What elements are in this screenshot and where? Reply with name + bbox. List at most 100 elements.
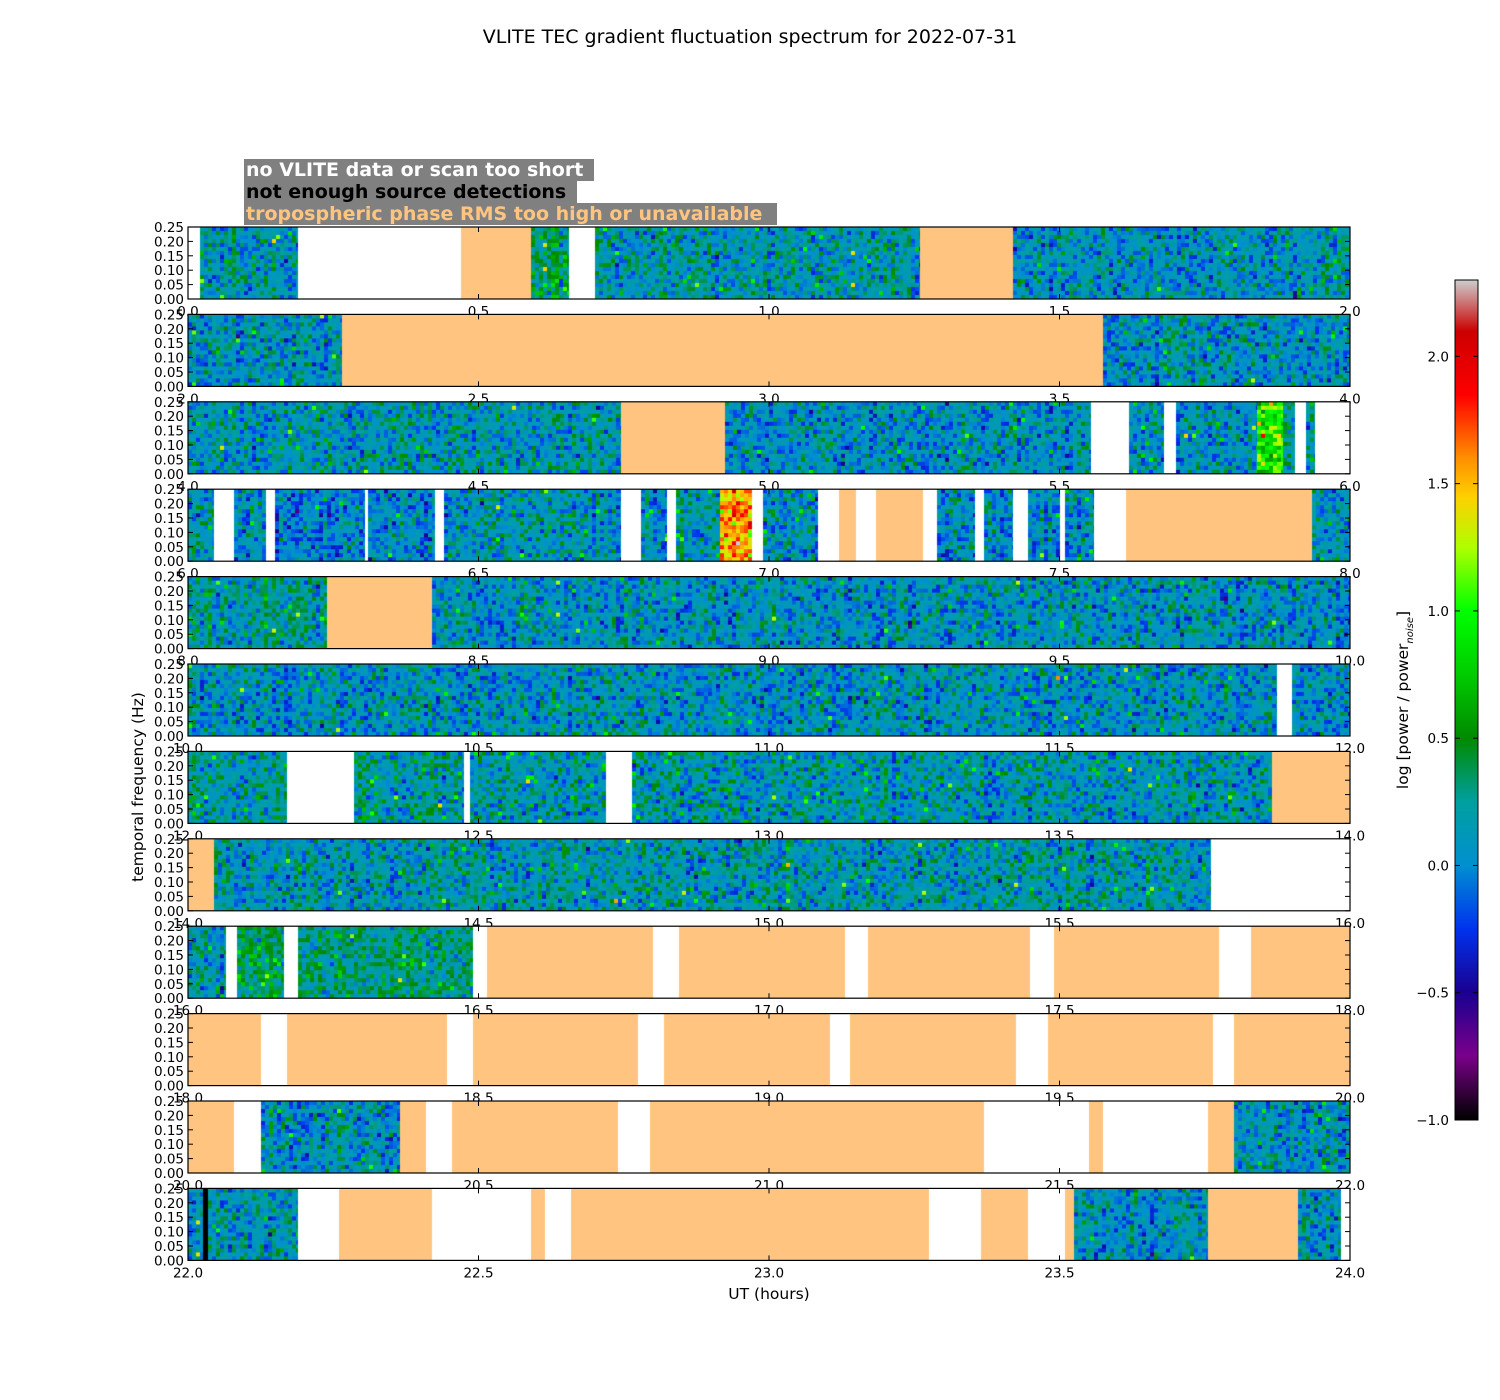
legend-entry-no-data: no VLITE data or scan too short (246, 159, 583, 181)
x-axis-label: UT (hours) (728, 1285, 809, 1303)
legend-entry-few-detections: not enough source detections (246, 181, 566, 203)
spectrum-heatmap (188, 227, 1350, 299)
colorbar-tick-label: 1.5 (1428, 477, 1449, 493)
y-tick-label: 0.05 (154, 889, 184, 905)
panel-2: 0.000.050.100.150.200.254.0 4.5 5.0 5.5 6.0 (154, 395, 1361, 495)
y-tick-label: 0.15 (154, 1210, 184, 1226)
y-tick-label: 0.00 (154, 904, 184, 920)
y-tick-label: 0.05 (154, 977, 184, 993)
panel-0: 0.000.050.100.150.200.250.0 0.5 1.0 1.5 2.0 (154, 220, 1361, 320)
x-tick-label: 22.5 (463, 1265, 493, 1281)
y-tick-label: 0.05 (154, 715, 184, 731)
y-tick-label: 0.05 (154, 802, 184, 818)
y-tick-label: 0.25 (154, 220, 184, 236)
y-tick-label: 0.25 (154, 1007, 184, 1023)
y-tick-label: 0.20 (154, 934, 184, 950)
y-tick-label: 0.20 (154, 759, 184, 775)
y-tick-label: 0.20 (154, 234, 184, 250)
y-tick-label: 0.10 (154, 351, 184, 367)
y-tick-label: 0.05 (154, 1152, 184, 1168)
y-tick-label: 0.20 (154, 1108, 184, 1124)
panel-3: 0.000.050.100.150.200.256.0 6.5 7.0 7.5 8.0 (154, 482, 1361, 582)
spectrum-heatmap (188, 1101, 1350, 1173)
y-tick-label: 0.10 (154, 1225, 184, 1241)
y-tick-label: 0.10 (154, 438, 184, 454)
y-tick-label: 0.00 (154, 1166, 184, 1182)
y-tick-label: 0.25 (154, 832, 184, 848)
y-tick-label: 0.20 (154, 497, 184, 513)
spectrum-heatmap (188, 664, 1350, 736)
y-tick-label: 0.05 (154, 452, 184, 468)
spectrum-heatmap (188, 838, 1350, 911)
y-tick-label: 0.15 (154, 249, 184, 265)
y-tick-label: 0.00 (154, 467, 184, 483)
panel-11: 0.000.050.100.150.200.25 22.0 22.5 23.0 23.5… (154, 1181, 1365, 1281)
y-tick-label: 0.00 (154, 816, 184, 832)
y-tick-label: 0.25 (154, 395, 184, 411)
y-tick-label: 0.15 (154, 686, 184, 702)
y-tick-label: 0.00 (154, 991, 184, 1007)
spectrum-heatmap (188, 314, 1350, 387)
y-tick-label: 0.25 (154, 570, 184, 586)
y-tick-label: 0.25 (154, 1181, 184, 1197)
y-tick-label: 0.10 (154, 1050, 184, 1066)
x-tick-label: 23.5 (1044, 1265, 1074, 1281)
legend-box (244, 181, 577, 203)
x-tick-label: 24.0 (1335, 1265, 1365, 1281)
legend-box (244, 203, 777, 225)
spectrum-heatmap (188, 576, 1350, 649)
y-tick-label: 0.15 (154, 773, 184, 789)
y-tick-label: 0.25 (154, 482, 184, 498)
y-tick-label: 0.00 (154, 1079, 184, 1095)
x-tick-label: 22.0 (173, 1265, 203, 1281)
y-tick-label: 0.00 (154, 1253, 184, 1269)
chart-title: VLITE TEC gradient fluctuation spectrum … (483, 26, 1017, 48)
colorbar-label-close: ] (1394, 611, 1412, 617)
y-tick-label: 0.20 (154, 1021, 184, 1037)
y-tick-label: 0.25 (154, 657, 184, 673)
y-tick-label: 0.20 (154, 846, 184, 862)
y-tick-label: 0.20 (154, 322, 184, 338)
colorbar-label: log [power / powernoise] (1394, 611, 1416, 789)
y-axis-label: temporal frequency (Hz) (129, 692, 147, 882)
y-tick-label: 0.15 (154, 1035, 184, 1051)
y-tick-label: 0.25 (154, 919, 184, 935)
colorbar-tick-label: −0.5 (1416, 986, 1449, 1002)
y-tick-label: 0.00 (154, 729, 184, 745)
colorbar: −1.0 −0.5 0.0 0.5 1.0 1.5 2.0 log [power / powe… (1394, 279, 1479, 1129)
legend-entry-tropo: tropospheric phase RMS too high or unava… (246, 203, 762, 225)
y-tick-label: 0.15 (154, 424, 184, 440)
colorbar-gradient (1455, 280, 1478, 1120)
y-tick-label: 0.10 (154, 962, 184, 978)
y-tick-label: 0.05 (154, 365, 184, 381)
y-tick-label: 0.10 (154, 700, 184, 716)
panel-stack: 0.000.050.100.150.200.250.0 0.5 1.0 1.5 2.00… (154, 220, 1365, 1281)
panel-4: 0.000.050.100.150.200.258.0 8.5 9.0 9.5 10.0 (154, 570, 1365, 670)
x-tick-label: 23.0 (754, 1265, 784, 1281)
y-tick-label: 0.20 (154, 584, 184, 600)
y-tick-label: 0.05 (154, 1064, 184, 1080)
y-tick-label: 0.15 (154, 511, 184, 527)
y-tick-label: 0.20 (154, 409, 184, 425)
spectrum-heatmap (188, 926, 1350, 999)
colorbar-label-main: log [power / power (1394, 643, 1412, 789)
spectrum-heatmap (188, 751, 1350, 824)
colorbar-tick-label: 0.5 (1428, 731, 1449, 747)
colorbar-tick-label: 0.0 (1428, 858, 1449, 874)
y-tick-label: 0.00 (154, 292, 184, 308)
y-tick-label: 0.05 (154, 627, 184, 643)
spectrum-heatmap (188, 1188, 1350, 1261)
y-tick-label: 0.25 (154, 744, 184, 760)
y-tick-label: 0.15 (154, 861, 184, 877)
y-tick-label: 0.10 (154, 1137, 184, 1153)
colorbar-tick-label: −1.0 (1416, 1113, 1449, 1129)
spectrum-heatmap (188, 401, 1350, 474)
y-tick-label: 0.15 (154, 1123, 184, 1139)
y-tick-label: 0.10 (154, 263, 184, 279)
colorbar-label-subscript: noise (1405, 617, 1416, 644)
